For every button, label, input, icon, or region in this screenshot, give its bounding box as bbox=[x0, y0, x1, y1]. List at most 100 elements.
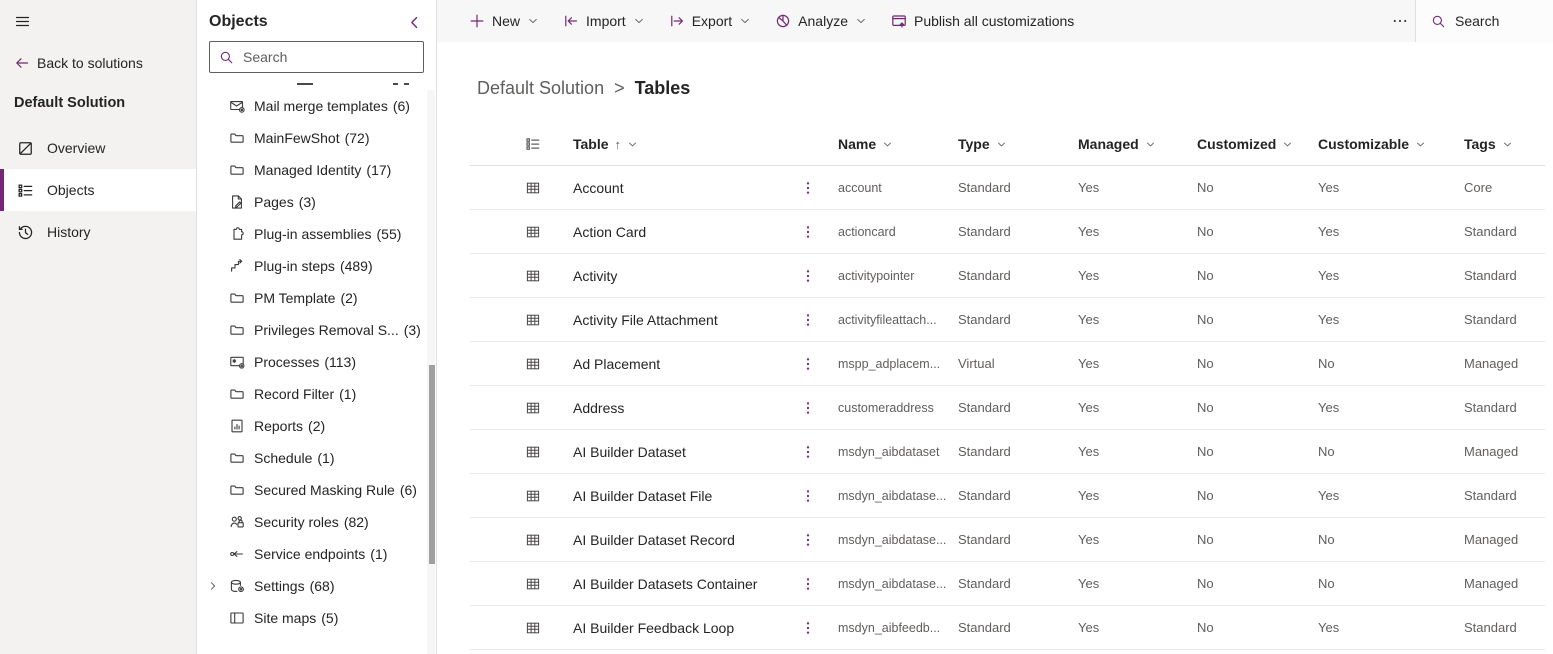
table-row[interactable]: Activity activitypointer Standard Yes No… bbox=[470, 254, 1545, 298]
panel-scrollbar-thumb[interactable] bbox=[429, 365, 435, 564]
tree-item-label: Record Filter bbox=[254, 386, 335, 402]
table-tags: Core bbox=[1464, 180, 1493, 195]
objects-search-box[interactable] bbox=[209, 41, 424, 73]
table-tags: Standard bbox=[1464, 224, 1517, 239]
column-header-tags[interactable]: Tags bbox=[1464, 136, 1545, 152]
command-button[interactable]: Publish all customizations bbox=[879, 0, 1086, 42]
tree-item-count: (1) bbox=[339, 386, 357, 402]
column-header-customizable[interactable]: Customizable bbox=[1318, 136, 1464, 152]
tree-item[interactable]: MainFewShot (72) bbox=[197, 122, 436, 154]
table-display-name[interactable]: Account bbox=[573, 179, 624, 196]
tree-item[interactable]: Managed Identity (17) bbox=[197, 154, 436, 186]
row-kebab-menu-icon[interactable] bbox=[800, 400, 816, 416]
list-view-icon[interactable] bbox=[525, 136, 541, 152]
endpoint-icon bbox=[229, 546, 245, 562]
tree-item[interactable]: Security roles (82) bbox=[197, 506, 436, 538]
row-kebab-menu-icon[interactable] bbox=[800, 620, 816, 636]
security-icon bbox=[229, 514, 245, 530]
row-kebab-menu-icon[interactable] bbox=[800, 532, 816, 548]
sidebar-nav: Overview Objects History bbox=[0, 127, 196, 253]
chevron-right-icon[interactable] bbox=[207, 580, 229, 592]
table-display-name[interactable]: Activity File Attachment bbox=[573, 311, 718, 328]
tree-item[interactable]: PM Template (2) bbox=[197, 282, 436, 314]
tree-item[interactable]: Pages (3) bbox=[197, 186, 436, 218]
column-header-customized[interactable]: Customized bbox=[1197, 136, 1318, 152]
sidebar-nav-item-label: History bbox=[47, 224, 91, 240]
solution-title: Default Solution bbox=[14, 95, 126, 111]
table-row[interactable]: AI Builder Feedback Loop msdyn_aibfeedb.… bbox=[470, 606, 1545, 650]
tree-item[interactable]: Reports (2) bbox=[197, 410, 436, 442]
table-display-name[interactable]: Address bbox=[573, 399, 625, 416]
table-managed: Yes bbox=[1078, 224, 1100, 239]
grid-rows: Account account Standard Yes No Yes Core… bbox=[470, 166, 1545, 650]
table-row[interactable]: Action Card actioncard Standard Yes No Y… bbox=[470, 210, 1545, 254]
sidebar-nav-item[interactable]: Overview bbox=[0, 127, 196, 169]
tree-item[interactable]: Mail merge templates (6) bbox=[197, 90, 436, 122]
tree-item[interactable]: Plug-in steps (489) bbox=[197, 250, 436, 282]
table-row[interactable]: AI Builder Dataset Record msdyn_aibdatas… bbox=[470, 518, 1545, 562]
command-bar: New Import Export Analyze Publish all cu… bbox=[437, 0, 1553, 42]
table-row[interactable]: Activity File Attachment activityfileatt… bbox=[470, 298, 1545, 342]
collapse-panel-icon[interactable] bbox=[407, 15, 422, 30]
table-row[interactable]: AI Builder Datasets Container msdyn_aibd… bbox=[470, 562, 1545, 606]
tree-item[interactable]: Site maps (5) bbox=[197, 602, 436, 634]
sidebar-nav-item[interactable]: Objects bbox=[0, 169, 196, 211]
table-customizable: No bbox=[1318, 532, 1335, 547]
column-header-table[interactable]: Table ↑ bbox=[573, 136, 800, 152]
table-display-name[interactable]: Ad Placement bbox=[573, 355, 661, 372]
command-button[interactable]: Export bbox=[657, 0, 763, 42]
tree-item[interactable]: Processes (113) bbox=[197, 346, 436, 378]
table-display-name[interactable]: AI Builder Feedback Loop bbox=[573, 619, 735, 636]
command-button[interactable]: New bbox=[457, 0, 551, 42]
column-header-managed[interactable]: Managed bbox=[1078, 136, 1197, 152]
row-kebab-menu-icon[interactable] bbox=[800, 224, 816, 240]
breadcrumb-parent[interactable]: Default Solution bbox=[477, 78, 605, 98]
more-commands-button[interactable] bbox=[1385, 0, 1415, 42]
table-customizable: No bbox=[1318, 444, 1335, 459]
table-customized: No bbox=[1197, 444, 1214, 459]
table-logical-name: actioncard bbox=[838, 224, 896, 239]
table-row[interactable]: Account account Standard Yes No Yes Core bbox=[470, 166, 1545, 210]
row-kebab-menu-icon[interactable] bbox=[800, 268, 816, 284]
tree-item[interactable]: Service endpoints (1) bbox=[197, 538, 436, 570]
tree-item[interactable]: Plug-in assemblies (55) bbox=[197, 218, 436, 250]
back-to-solutions-link[interactable]: Back to solutions bbox=[14, 55, 196, 71]
command-button[interactable]: Import bbox=[551, 0, 657, 42]
row-kebab-menu-icon[interactable] bbox=[800, 576, 816, 592]
table-customized: No bbox=[1197, 532, 1214, 547]
column-header-type[interactable]: Type bbox=[958, 136, 1078, 152]
row-kebab-menu-icon[interactable] bbox=[800, 180, 816, 196]
row-kebab-menu-icon[interactable] bbox=[800, 488, 816, 504]
table-customized: No bbox=[1197, 224, 1214, 239]
table-display-name[interactable]: AI Builder Dataset File bbox=[573, 487, 713, 504]
table-type: Standard bbox=[958, 224, 1011, 239]
tree-item-count: (2) bbox=[308, 418, 326, 434]
column-header-name[interactable]: Name bbox=[838, 136, 958, 152]
table-display-name[interactable]: Activity bbox=[573, 267, 618, 284]
hamburger-icon[interactable] bbox=[14, 13, 31, 30]
table-grid-icon bbox=[525, 180, 541, 196]
table-display-name[interactable]: AI Builder Dataset bbox=[573, 443, 686, 460]
table-row[interactable]: Address customeraddress Standard Yes No … bbox=[470, 386, 1545, 430]
global-search-label: Search bbox=[1455, 13, 1500, 29]
tree-item[interactable]: Privileges Removal S... (3) bbox=[197, 314, 436, 346]
global-search-button[interactable]: Search bbox=[1415, 0, 1553, 42]
tree-item[interactable]: Secured Masking Rule (6) bbox=[197, 474, 436, 506]
history-icon bbox=[17, 224, 34, 241]
sidebar-nav-item[interactable]: History bbox=[0, 211, 196, 253]
table-row[interactable]: AI Builder Dataset File msdyn_aibdatase.… bbox=[470, 474, 1545, 518]
objects-search-input[interactable] bbox=[243, 49, 414, 65]
command-button[interactable]: Analyze bbox=[763, 0, 879, 42]
tree-item[interactable]: Schedule (1) bbox=[197, 442, 436, 474]
row-kebab-menu-icon[interactable] bbox=[800, 444, 816, 460]
row-kebab-menu-icon[interactable] bbox=[800, 356, 816, 372]
table-display-name[interactable]: AI Builder Dataset Record bbox=[573, 531, 735, 548]
tree-item[interactable]: Settings (68) bbox=[197, 570, 436, 602]
row-kebab-menu-icon[interactable] bbox=[800, 312, 816, 328]
tree-item-count: (6) bbox=[399, 482, 417, 498]
table-display-name[interactable]: Action Card bbox=[573, 223, 647, 240]
table-row[interactable]: AI Builder Dataset msdyn_aibdataset Stan… bbox=[470, 430, 1545, 474]
table-row[interactable]: Ad Placement mspp_adplacem... Virtual Ye… bbox=[470, 342, 1545, 386]
tree-item[interactable]: Record Filter (1) bbox=[197, 378, 436, 410]
table-display-name[interactable]: AI Builder Datasets Container bbox=[573, 575, 758, 592]
